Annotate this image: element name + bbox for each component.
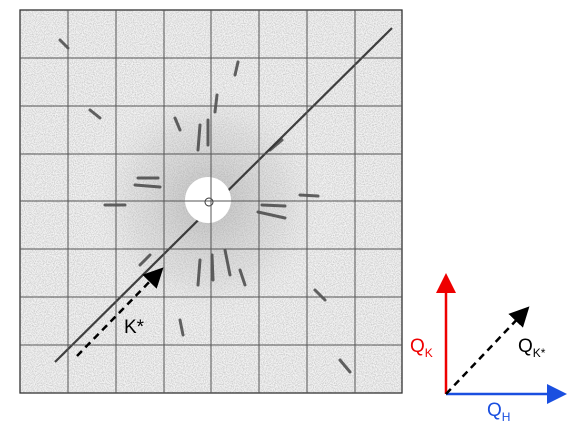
- q-k-label: QK: [410, 336, 433, 360]
- q-k-star-arrow: [445, 306, 530, 395]
- symbol: Q: [518, 336, 533, 357]
- subscript: K*: [533, 346, 546, 360]
- q-k-star-label: QK*: [518, 336, 546, 360]
- subscript: H: [502, 410, 511, 424]
- grid: [19, 9, 403, 394]
- symbol: Q: [487, 400, 502, 421]
- subscript: K: [425, 346, 433, 360]
- q-h-label: QH: [487, 400, 510, 424]
- symbol: Q: [410, 336, 425, 357]
- vector-diagram: QK QK* QH: [410, 273, 567, 424]
- k-star-label: K*: [124, 317, 145, 338]
- k-star-arrow: [76, 267, 164, 357]
